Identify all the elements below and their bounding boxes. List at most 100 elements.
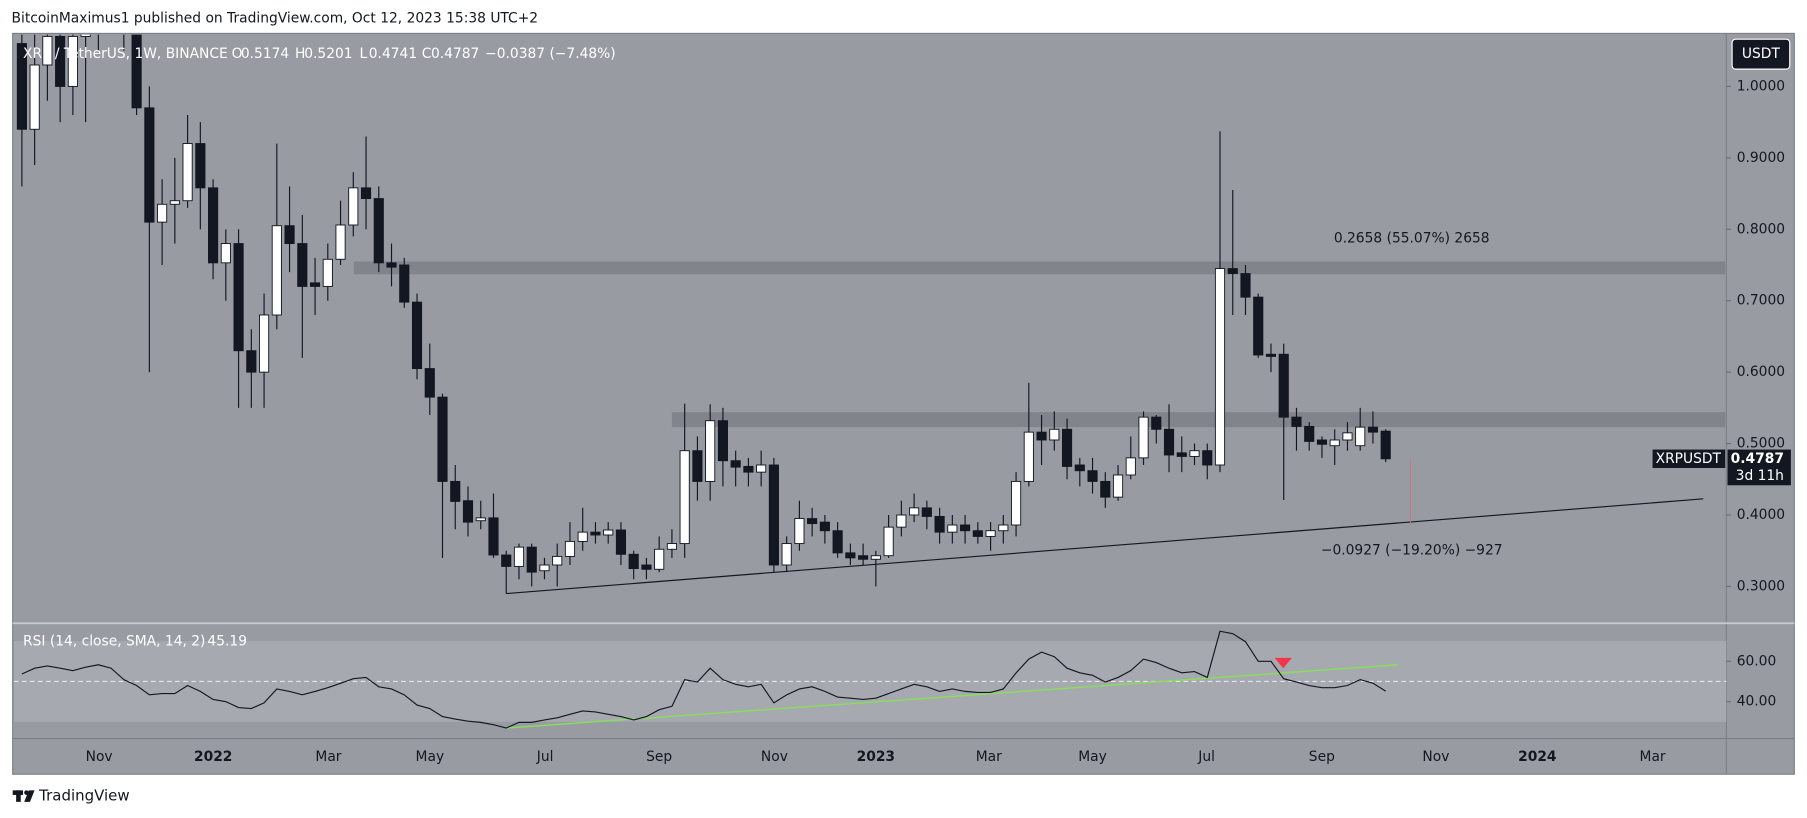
measurement-label: 0.2658 (55.07%) 2658: [1334, 230, 1490, 246]
candle-body: [947, 524, 958, 533]
candle-body: [42, 35, 53, 66]
candle-body: [768, 464, 779, 566]
symbol-title: XRP / TetherUS, 1W, BINANCE: [23, 46, 228, 62]
candle-body: [1138, 416, 1149, 459]
resistance-zone: [353, 261, 1726, 275]
candle-body: [705, 420, 716, 482]
candle-body: [998, 524, 1009, 532]
candle-body: [1023, 431, 1034, 482]
rsi-value: 45.19: [207, 634, 247, 650]
price-tag-countdown: 3d 11h: [1736, 468, 1784, 484]
candle-body: [1278, 353, 1289, 418]
y-tick-label: 0.3000: [1737, 578, 1785, 594]
candle-body: [1112, 474, 1124, 498]
candle-body: [424, 368, 435, 398]
candle-body: [1189, 450, 1200, 457]
candle-body: [1253, 296, 1264, 356]
candle-body: [1329, 439, 1340, 447]
candle-body: [1227, 268, 1238, 275]
candle-body: [297, 243, 308, 287]
logo-shape: [24, 790, 35, 802]
candle-body: [666, 543, 678, 550]
candle-body: [1367, 426, 1379, 433]
candle-body: [1355, 426, 1366, 447]
ohlc-value: 0.5201: [304, 46, 352, 62]
x-tick-label: 2024: [1518, 749, 1556, 765]
candle-body: [488, 517, 499, 556]
candle-body: [386, 262, 397, 268]
candle-body: [972, 530, 983, 537]
candle-body: [475, 517, 486, 522]
ohlc-label: H: [295, 46, 305, 62]
candle-body: [756, 464, 767, 473]
y-tick-label: 0.8000: [1737, 221, 1785, 237]
y-tick-label: 0.6000: [1737, 364, 1785, 380]
currency-label[interactable]: USDT: [1742, 46, 1781, 62]
candle-body: [157, 203, 168, 223]
x-tick-label: Sep: [1309, 749, 1335, 765]
candle-body: [335, 224, 346, 260]
x-tick-label: Nov: [86, 749, 113, 765]
logo-shape: [16, 790, 21, 802]
candle-body: [654, 548, 665, 570]
candle-body: [29, 64, 40, 130]
candle-body: [399, 264, 410, 303]
candle-body: [16, 43, 27, 130]
candle-body: [1036, 431, 1047, 441]
candle-body: [883, 526, 894, 557]
candle-body: [526, 546, 537, 573]
ohlc-value: 0.5174: [241, 46, 290, 62]
candle-body: [1316, 439, 1328, 445]
symbol-tag: [1652, 449, 1726, 468]
candle-body: [1100, 480, 1111, 498]
candle-body: [730, 460, 741, 468]
candle-body: [182, 143, 193, 202]
currency-button[interactable]: [1731, 38, 1791, 70]
candle-body: [794, 518, 805, 545]
x-tick-label: Jul: [1197, 749, 1215, 765]
candle-body: [513, 546, 525, 567]
candle-body: [1061, 428, 1073, 467]
brand-name: TradingView: [38, 787, 129, 805]
rsi-line: [21, 630, 1386, 729]
candle-body: [195, 143, 206, 189]
sell-signal-arrow: [1274, 657, 1292, 669]
candle-body: [896, 514, 907, 528]
candle-body: [781, 543, 792, 566]
candle-body: [1087, 470, 1098, 482]
x-tick-label: May: [416, 749, 445, 765]
candle-body: [960, 524, 971, 532]
resistance-zone: [671, 412, 1726, 428]
candle-body: [131, 34, 142, 109]
candle-body: [360, 187, 372, 200]
candle-body: [258, 314, 270, 373]
candle-body: [1125, 457, 1136, 476]
change-value: −0.0387 (−7.48%): [485, 46, 616, 62]
candle-body: [220, 243, 231, 264]
candle-body: [615, 529, 627, 555]
candle-body: [322, 258, 333, 287]
y-tick-label: 0.7000: [1737, 293, 1785, 309]
candle-body: [870, 555, 881, 560]
support-trendline: [506, 498, 1704, 595]
candle-body: [845, 552, 856, 559]
candle-body: [67, 35, 78, 87]
candle-body: [1380, 430, 1391, 460]
y-tick-label: 1.0000: [1737, 78, 1785, 94]
candle-body: [1163, 428, 1175, 456]
candle-body: [819, 521, 830, 532]
candle-body: [462, 500, 474, 523]
rsi-trendline: [506, 664, 1398, 729]
candle-body: [1049, 428, 1060, 441]
price-tag-value: 0.4787: [1731, 451, 1784, 467]
candle-body: [450, 480, 461, 502]
candle-body: [169, 200, 180, 205]
candle-body: [1304, 425, 1315, 442]
ohlc-label: O: [232, 46, 243, 62]
x-tick-label: Mar: [976, 749, 1002, 765]
candle-body: [909, 507, 920, 516]
candle-body: [233, 243, 244, 352]
published-line: BitcoinMaximus1 published on TradingView…: [12, 10, 539, 26]
x-tick-label: Sep: [646, 749, 672, 765]
x-tick-label: Mar: [1640, 749, 1666, 765]
